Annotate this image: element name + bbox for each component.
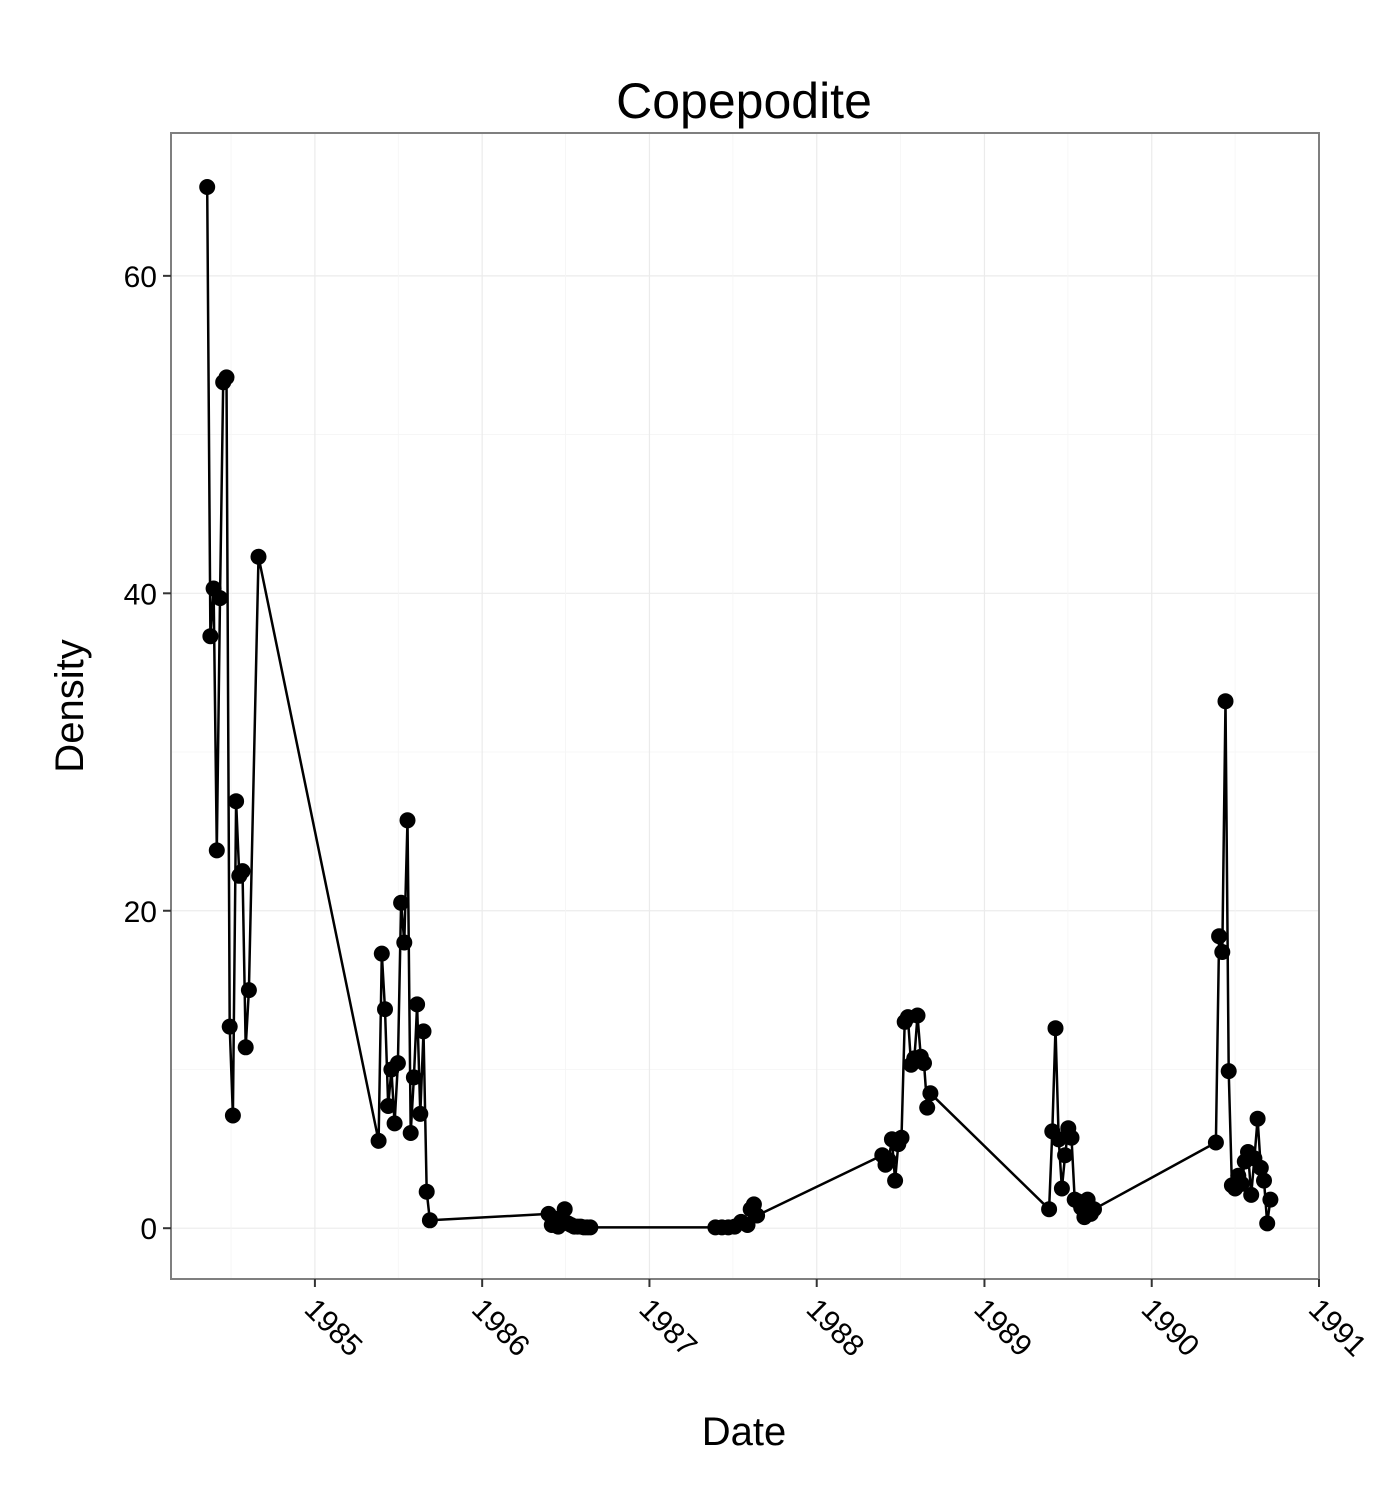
- data-point: [373, 945, 390, 962]
- data-point: [202, 628, 219, 645]
- data-point: [887, 1172, 904, 1189]
- grid: [171, 133, 1320, 1279]
- plot-panel-border: [170, 132, 1320, 1280]
- data-point: [749, 1207, 766, 1224]
- y-axis: 0 20 40 60: [124, 261, 171, 1246]
- x-axis: 1985 1986 1987 1988 1989 1990 1991: [298, 1279, 1373, 1363]
- data-point: [1220, 1063, 1237, 1080]
- data-point: [1214, 944, 1231, 960]
- data-point: [1047, 1020, 1064, 1037]
- data-point: [1217, 693, 1234, 710]
- y-tick-label: 40: [124, 578, 157, 611]
- data-point: [582, 1219, 599, 1236]
- data-point: [199, 179, 216, 195]
- data-point: [412, 1105, 429, 1122]
- data-point: [386, 1115, 403, 1132]
- data-point: [221, 1018, 238, 1035]
- data-point: [240, 982, 257, 999]
- data-point: [919, 1099, 936, 1116]
- data-point: [1259, 1215, 1276, 1232]
- data-point: [1243, 1186, 1260, 1203]
- data-point: [1256, 1172, 1272, 1189]
- data-point: [396, 934, 413, 951]
- data-point: [1050, 1131, 1067, 1148]
- data-point: [399, 812, 416, 829]
- y-axis-title: Density: [48, 639, 92, 772]
- data-point: [389, 1055, 406, 1072]
- x-axis-title: Date: [702, 1410, 787, 1454]
- data-point: [1233, 1175, 1250, 1192]
- data-point: [1057, 1147, 1074, 1164]
- data-point: [415, 1023, 432, 1040]
- data-point: [916, 1055, 932, 1072]
- data-point: [1207, 1134, 1224, 1151]
- data-point: [377, 1001, 393, 1018]
- data-point: [893, 1129, 910, 1146]
- data-point: [208, 842, 225, 859]
- data-point: [393, 894, 410, 911]
- data-point: [237, 1039, 254, 1056]
- data-point: [250, 548, 267, 565]
- data-point: [218, 369, 235, 386]
- data-point: [380, 1098, 397, 1114]
- data-point: [224, 1107, 241, 1124]
- data-point: [1249, 1110, 1266, 1127]
- data-point: [421, 1212, 438, 1229]
- data-point: [409, 996, 426, 1013]
- data-point: [234, 863, 251, 880]
- y-tick-label: 0: [140, 1213, 157, 1246]
- data-point: [1252, 1159, 1269, 1176]
- data-point: [556, 1201, 573, 1218]
- data-point: [418, 1183, 435, 1200]
- data-point: [212, 590, 228, 607]
- data-point: [1086, 1201, 1102, 1218]
- series-line: [205, 186, 1272, 1229]
- data-point: [922, 1085, 939, 1102]
- data-point: [228, 793, 245, 810]
- data-point: [1211, 928, 1228, 945]
- data-point: [880, 1152, 897, 1168]
- data-point: [1262, 1191, 1279, 1208]
- data-point: [402, 1125, 419, 1141]
- chart-title: Copepodite: [616, 73, 872, 129]
- y-tick-label: 60: [124, 261, 157, 294]
- data-point: [1063, 1129, 1080, 1146]
- data-point: [370, 1132, 387, 1149]
- data-point: [909, 1007, 926, 1024]
- series: [199, 179, 1279, 1236]
- data-point: [405, 1069, 422, 1086]
- data-point: [1053, 1180, 1070, 1197]
- data-point: [1041, 1201, 1058, 1218]
- y-tick-label: 20: [124, 896, 157, 929]
